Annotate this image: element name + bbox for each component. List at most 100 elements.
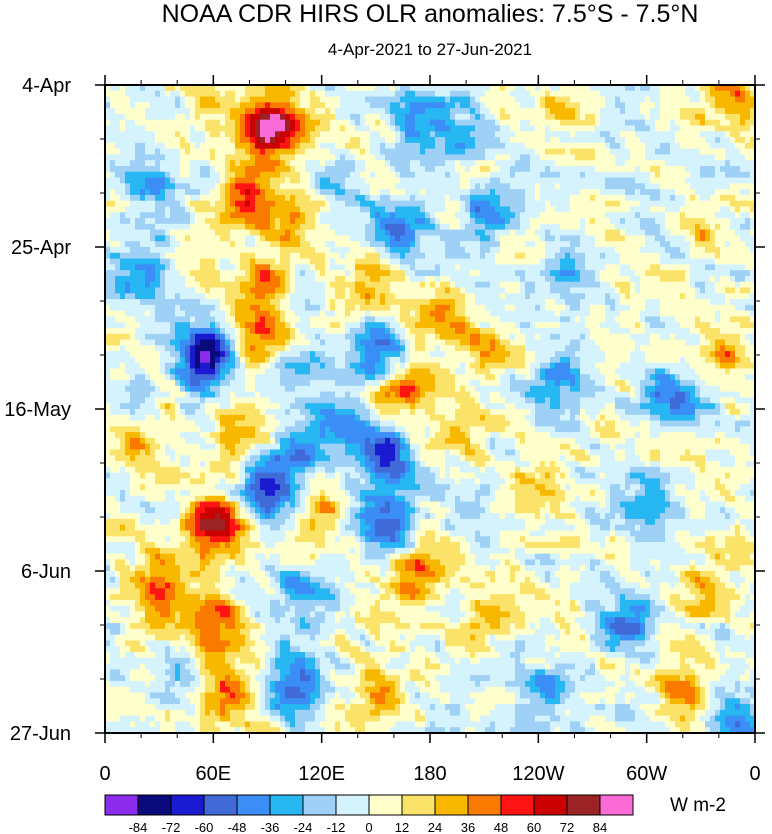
field-cell	[260, 206, 266, 213]
field-cell	[295, 229, 301, 237]
field-cell	[175, 160, 181, 167]
field-cell	[490, 96, 496, 103]
field-cell	[165, 125, 171, 132]
field-cell	[670, 119, 676, 127]
field-cell	[620, 235, 626, 242]
field-cell	[595, 218, 601, 225]
field-cell	[600, 160, 606, 167]
field-cell	[565, 189, 571, 196]
field-cell	[445, 235, 451, 242]
field-cell	[735, 194, 741, 202]
field-cell	[610, 235, 616, 242]
field-cell	[430, 287, 436, 294]
field-cell	[370, 177, 376, 184]
field-cell	[295, 299, 301, 306]
field-cell	[170, 166, 176, 173]
field-cell	[400, 166, 406, 173]
field-cell	[680, 102, 686, 109]
field-cell	[270, 264, 276, 271]
field-cell	[555, 171, 561, 179]
field-cell	[630, 206, 636, 213]
field-cell	[140, 293, 146, 300]
field-cell	[135, 194, 141, 202]
field-cell	[185, 223, 191, 231]
field-cell	[140, 223, 146, 231]
field-cell	[595, 171, 601, 179]
field-cell	[510, 108, 516, 115]
field-cell	[685, 142, 691, 150]
field-cell	[125, 171, 131, 179]
field-cell	[205, 223, 211, 231]
field-cell	[340, 270, 346, 277]
field-cell	[625, 287, 631, 294]
field-cell	[105, 206, 111, 213]
field-cell	[735, 137, 741, 144]
field-cell	[625, 229, 631, 237]
field-cell	[225, 270, 231, 277]
field-cell	[745, 171, 751, 179]
field-cell	[415, 189, 421, 196]
field-cell	[735, 223, 741, 231]
field-cell	[250, 142, 256, 150]
field-cell	[535, 241, 541, 248]
field-cell	[620, 287, 626, 294]
field-cell	[675, 287, 681, 294]
field-cell	[125, 183, 131, 190]
field-cell	[725, 258, 731, 265]
field-cell	[630, 102, 636, 109]
field-cell	[340, 287, 346, 294]
field-cell	[475, 218, 481, 225]
field-cell	[505, 270, 511, 277]
field-cell	[180, 189, 186, 196]
field-cell	[175, 206, 181, 213]
field-cell	[120, 154, 126, 161]
field-cell	[720, 137, 726, 144]
field-cell	[515, 241, 521, 248]
field-cell	[510, 189, 516, 196]
field-cell	[615, 142, 621, 150]
field-cell	[380, 108, 386, 115]
field-cell	[290, 166, 296, 173]
field-cell	[490, 154, 496, 161]
field-cell	[350, 264, 356, 271]
field-cell	[435, 85, 441, 92]
field-cell	[625, 223, 631, 231]
field-cell	[655, 212, 661, 219]
field-cell	[350, 200, 356, 208]
field-cell	[680, 85, 686, 92]
field-cell	[145, 258, 151, 265]
field-cell	[605, 293, 611, 300]
field-cell	[675, 270, 681, 277]
field-cell	[210, 212, 216, 219]
field-cell	[440, 85, 446, 92]
field-cell	[115, 194, 121, 202]
field-cell	[485, 125, 491, 132]
field-cell	[710, 90, 716, 98]
field-cell	[160, 142, 166, 150]
field-cell	[660, 142, 666, 150]
field-cell	[695, 235, 701, 242]
field-cell	[300, 264, 306, 271]
field-cell	[275, 183, 281, 190]
field-cell	[375, 252, 381, 260]
field-cell	[155, 137, 161, 144]
field-cell	[590, 108, 596, 115]
field-cell	[230, 223, 236, 231]
field-cell	[270, 287, 276, 294]
field-cell	[390, 160, 396, 167]
field-cell	[505, 218, 511, 225]
field-cell	[125, 258, 131, 265]
field-cell	[245, 287, 251, 294]
field-cell	[330, 90, 336, 98]
field-cell	[420, 189, 426, 196]
field-cell	[400, 270, 406, 277]
field-cell	[405, 264, 411, 271]
field-cell	[355, 235, 361, 242]
field-cell	[415, 160, 421, 167]
field-cell	[155, 148, 161, 156]
field-cell	[415, 293, 421, 300]
field-cell	[725, 160, 731, 167]
field-cell	[385, 258, 391, 265]
field-cell	[315, 235, 321, 242]
field-cell	[255, 113, 261, 121]
